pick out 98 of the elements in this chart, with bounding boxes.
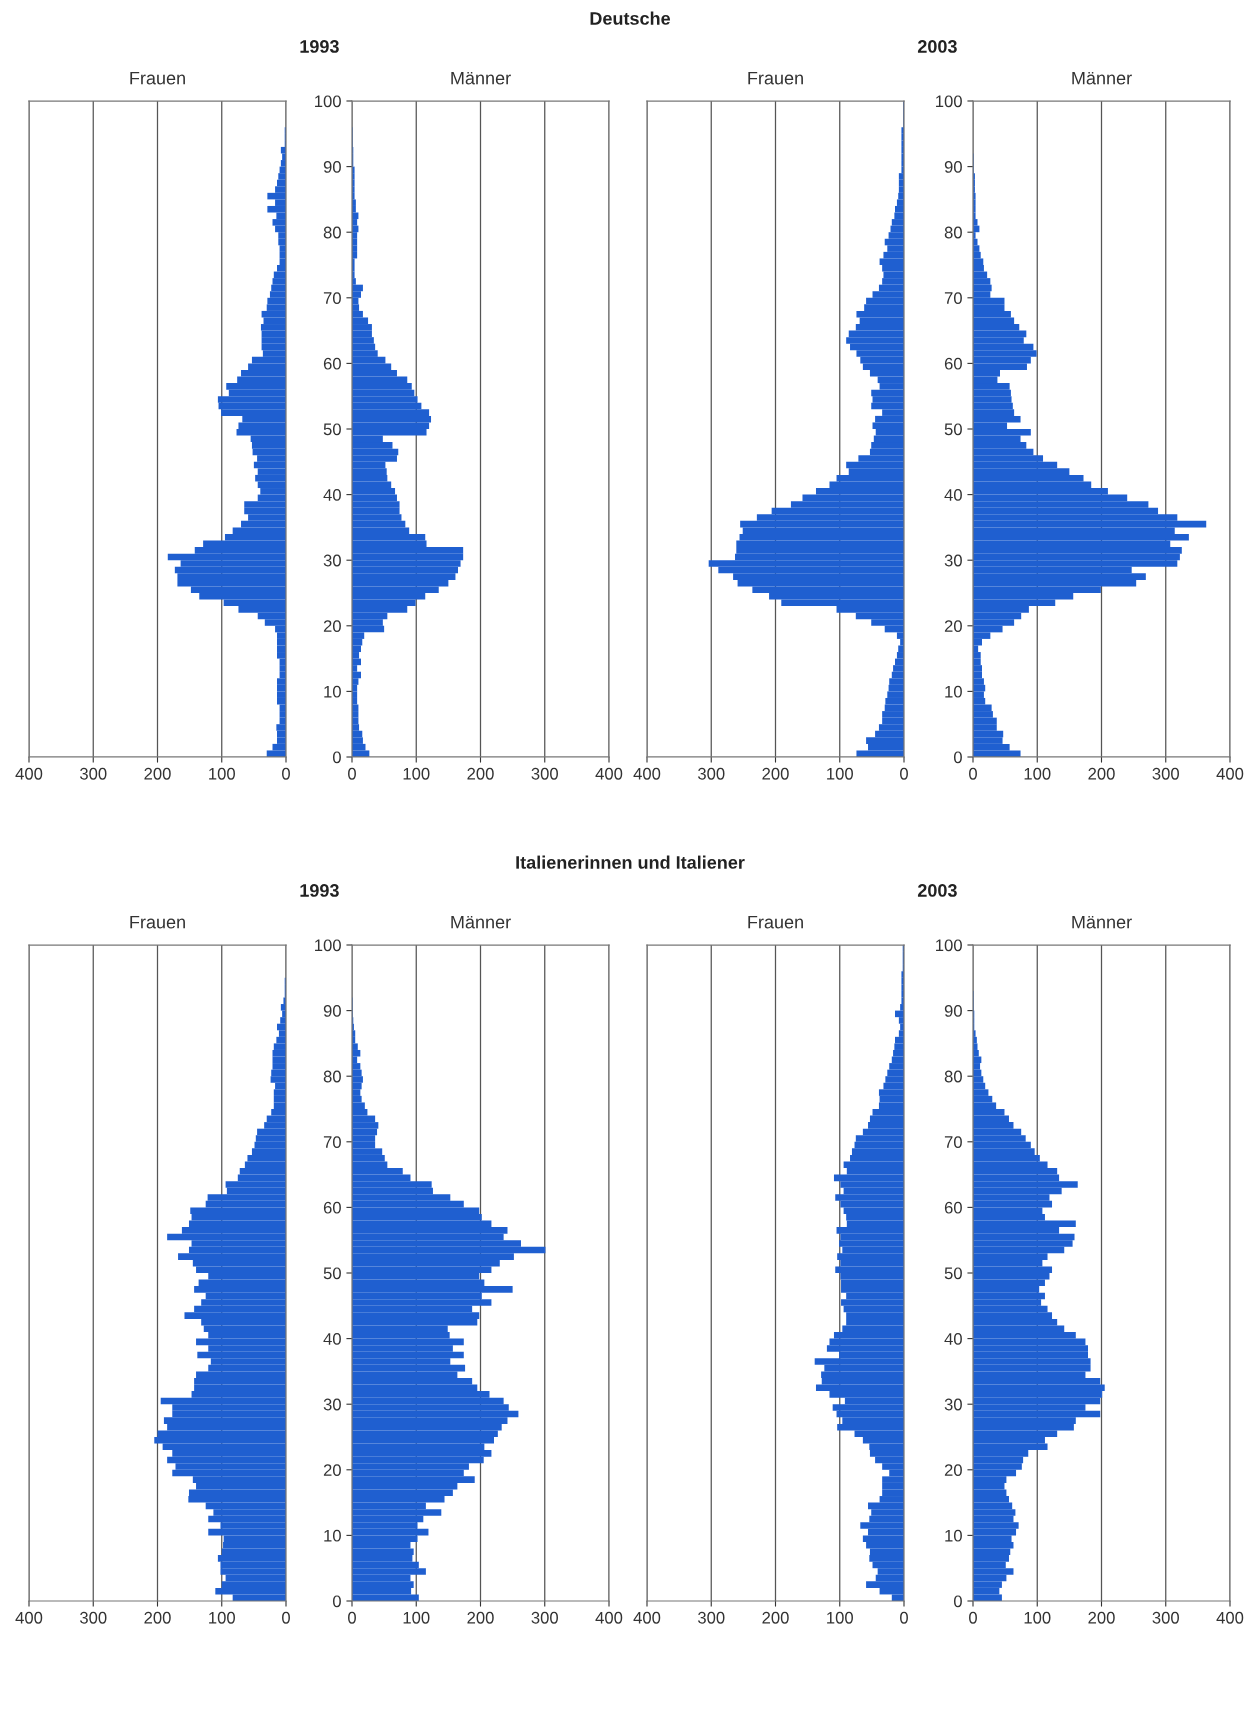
x-tick-label: 0 xyxy=(900,1611,908,1624)
y-tick-label: 10 xyxy=(324,1529,341,1542)
chart-title: Frauen xyxy=(748,915,803,929)
text: 1993 xyxy=(300,40,339,53)
x-tick-label: 400 xyxy=(595,1611,623,1624)
x-tick-label: 300 xyxy=(79,1611,107,1624)
x-tick-label: 0 xyxy=(348,767,356,780)
y-tick-label: 40 xyxy=(323,489,341,501)
x-tick-label: 300 xyxy=(1152,1611,1179,1624)
y-tick-label: 0 xyxy=(332,751,341,764)
text: Italienerinnen und Italiener xyxy=(516,855,745,869)
y-tick-label: 0 xyxy=(953,1595,962,1608)
text: 1993 xyxy=(300,884,339,897)
y-tick-label: 80 xyxy=(323,1070,341,1083)
x-tick-label: 400 xyxy=(633,1611,661,1624)
x-tick-label: 300 xyxy=(531,1611,558,1624)
x-tick-label: 200 xyxy=(1088,1611,1115,1624)
chart-title: Männer xyxy=(451,915,511,929)
y-tick-label: 80 xyxy=(323,226,341,239)
y-tick-label: 70 xyxy=(944,292,962,304)
x-tick-label: 200 xyxy=(762,767,789,780)
y-tick-label: 50 xyxy=(944,423,962,436)
chart-title: Frauen xyxy=(130,915,185,929)
y-tick-label: 30 xyxy=(944,554,962,567)
text: 2003 xyxy=(917,884,957,897)
x-tick-label: 100 xyxy=(1024,1611,1051,1624)
x-tick-label: 300 xyxy=(1152,767,1179,780)
x-tick-label: 0 xyxy=(900,767,908,780)
y-tick-label: 80 xyxy=(944,226,962,239)
x-tick-label: 400 xyxy=(15,1611,43,1624)
y-tick-label: 90 xyxy=(323,1005,341,1017)
x-tick-label: 300 xyxy=(697,767,725,780)
y-tick-label: 90 xyxy=(323,161,341,173)
x-tick-label: 0 xyxy=(282,767,290,780)
y-tick-label: 100 xyxy=(315,939,341,952)
y-tick-label: 90 xyxy=(944,1005,962,1017)
x-tick-label: 100 xyxy=(827,767,853,780)
y-tick-label: 60 xyxy=(944,357,962,370)
y-tick-label: 70 xyxy=(323,1136,341,1148)
x-tick-label: 200 xyxy=(1088,767,1115,780)
y-tick-label: 100 xyxy=(936,95,962,108)
y-tick-label: 80 xyxy=(944,1070,962,1083)
y-tick-label: 20 xyxy=(944,1464,962,1476)
y-tick-label: 10 xyxy=(945,1529,962,1542)
y-tick-label: 50 xyxy=(323,1267,341,1280)
x-tick-label: 100 xyxy=(209,1611,235,1624)
y-tick-label: 0 xyxy=(953,751,962,764)
y-tick-label: 100 xyxy=(315,95,341,108)
y-tick-label: 10 xyxy=(945,685,962,698)
x-tick-label: 0 xyxy=(348,1611,356,1624)
x-tick-label: 300 xyxy=(697,1611,725,1624)
y-tick-label: 20 xyxy=(944,620,962,632)
x-tick-label: 0 xyxy=(282,1611,290,1624)
x-tick-label: 200 xyxy=(762,1611,789,1624)
x-tick-label: 0 xyxy=(969,767,977,780)
y-tick-label: 30 xyxy=(323,1398,341,1411)
x-tick-label: 400 xyxy=(1216,1611,1244,1624)
y-tick-label: 60 xyxy=(323,357,341,370)
y-tick-label: 40 xyxy=(323,1333,341,1345)
y-tick-label: 50 xyxy=(323,423,341,436)
y-tick-label: 70 xyxy=(323,292,341,304)
x-tick-label: 300 xyxy=(531,767,558,780)
x-tick-label: 100 xyxy=(403,767,430,780)
x-tick-label: 400 xyxy=(15,767,43,780)
y-tick-label: 40 xyxy=(944,1333,962,1345)
text: 2003 xyxy=(917,40,957,53)
x-tick-label: 100 xyxy=(209,767,235,780)
x-tick-label: 300 xyxy=(79,767,107,780)
chart-title: Männer xyxy=(451,71,511,85)
x-tick-label: 200 xyxy=(144,1611,171,1624)
x-tick-label: 200 xyxy=(144,767,171,780)
y-tick-label: 10 xyxy=(324,685,341,698)
x-tick-label: 0 xyxy=(969,1611,977,1624)
x-tick-label: 100 xyxy=(1024,767,1051,780)
x-tick-label: 100 xyxy=(403,1611,430,1624)
chart-title: Männer xyxy=(1072,71,1132,85)
x-tick-label: 400 xyxy=(633,767,661,780)
y-tick-label: 60 xyxy=(944,1201,962,1214)
y-tick-label: 20 xyxy=(323,1464,341,1476)
y-tick-label: 0 xyxy=(332,1595,341,1608)
y-tick-label: 20 xyxy=(323,620,341,632)
text: Deutsche xyxy=(590,11,671,25)
y-tick-label: 100 xyxy=(936,939,962,952)
x-tick-label: 100 xyxy=(827,1611,853,1624)
x-tick-label: 200 xyxy=(467,1611,494,1624)
y-tick-label: 70 xyxy=(944,1136,962,1148)
x-tick-label: 400 xyxy=(1216,767,1244,780)
chart-title: Männer xyxy=(1072,915,1132,929)
chart-title: Frauen xyxy=(748,71,803,85)
y-tick-label: 30 xyxy=(944,1398,962,1411)
y-tick-label: 30 xyxy=(323,554,341,567)
chart-title: Frauen xyxy=(130,71,185,85)
x-tick-label: 200 xyxy=(467,767,494,780)
x-tick-label: 400 xyxy=(595,767,623,780)
y-tick-label: 40 xyxy=(944,489,962,501)
y-tick-label: 90 xyxy=(944,161,962,173)
y-tick-label: 60 xyxy=(323,1201,341,1214)
y-tick-label: 50 xyxy=(944,1267,962,1280)
